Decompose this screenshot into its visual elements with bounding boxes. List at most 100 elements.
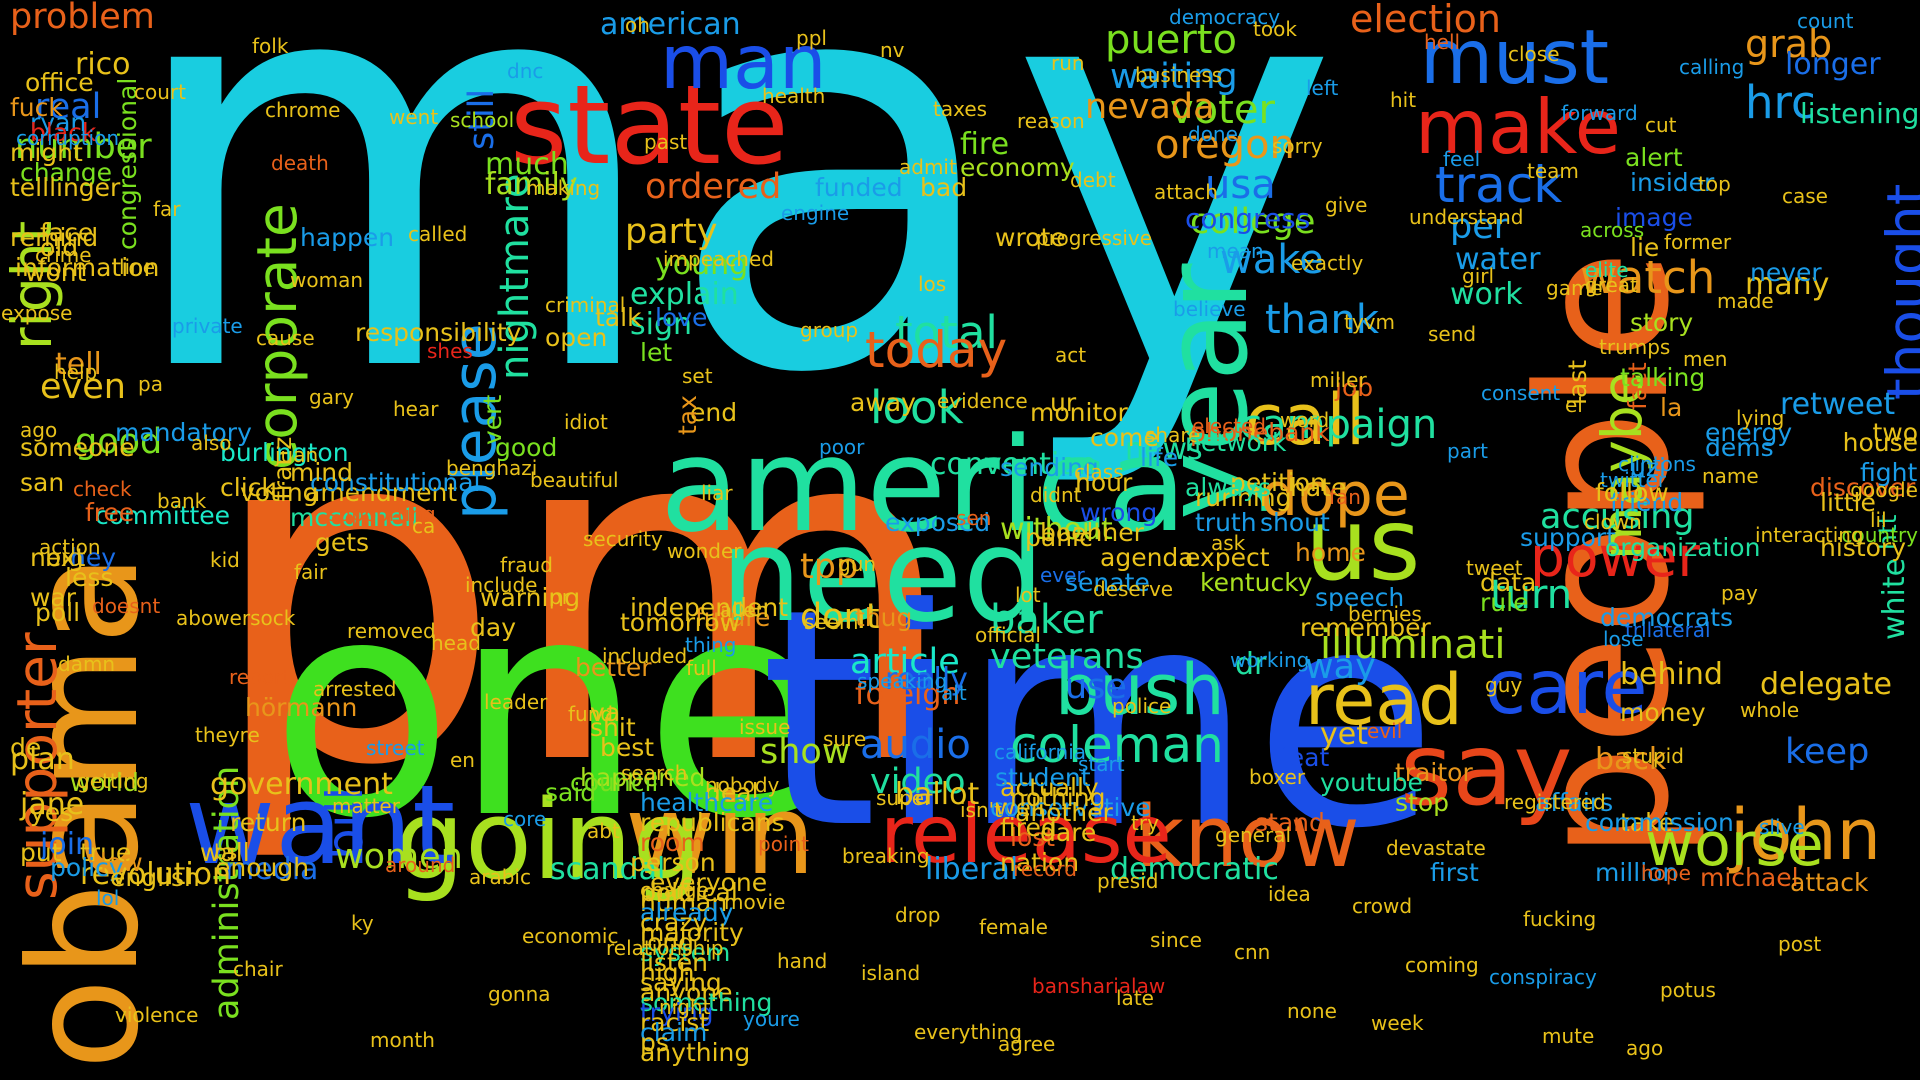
word-care: care <box>1485 643 1648 731</box>
word-problem: problem <box>10 0 155 37</box>
word-scandal: scandal <box>550 852 666 887</box>
word-rule: rule <box>1480 588 1529 617</box>
word-word: word <box>1280 408 1330 432</box>
word-youtube: youtube <box>1320 768 1423 797</box>
word-charge: charge <box>640 878 709 902</box>
word-reason: reason <box>1017 109 1085 133</box>
word-release: release <box>880 788 1172 881</box>
word-crazy: crazy <box>640 908 708 937</box>
word-high: high <box>640 958 695 987</box>
word-council: council <box>570 768 659 797</box>
word-ago: ago <box>20 418 58 442</box>
word-fire: fire <box>960 127 1010 162</box>
word-listening: listening <box>1800 97 1920 130</box>
word-remember: remember <box>1300 613 1431 642</box>
word-support: support <box>1520 523 1616 552</box>
word-forward: forward <box>1561 101 1638 125</box>
word-pr: pr <box>549 585 570 609</box>
word-congress: congress <box>1185 202 1311 235</box>
word-benghazi: benghazi <box>446 456 538 480</box>
word-panic: panic <box>1025 523 1093 552</box>
word-take: take <box>1620 808 1675 837</box>
word-expose: expose <box>1 301 73 325</box>
word-evil: evil <box>1367 719 1403 743</box>
word-tell: tell <box>55 347 102 382</box>
word-included: included <box>602 644 688 668</box>
word-calling: calling <box>1679 55 1745 79</box>
word-mind: mind <box>290 458 354 487</box>
word-lil: lil <box>1870 508 1887 532</box>
word-keep: keep <box>1785 732 1870 772</box>
word-open: open <box>545 323 608 352</box>
word-folk: folk <box>252 34 289 58</box>
word-nightmare: nightmare <box>492 173 538 380</box>
word-chair: chair <box>233 957 283 981</box>
word-breaking: breaking <box>842 844 930 868</box>
word-use: use <box>1065 667 1127 707</box>
word-help: help <box>54 360 98 384</box>
word-attach: attach <box>1154 180 1218 204</box>
word-also: also <box>191 431 232 455</box>
word-island: island <box>861 961 921 985</box>
word-win: win <box>625 771 816 899</box>
word-impeached: impeached <box>663 247 774 271</box>
word-drop: drop <box>895 903 941 927</box>
word-dope: dope <box>1260 460 1410 530</box>
word-commission: commission <box>1585 808 1734 837</box>
word-english: english <box>110 863 200 892</box>
word-wont: wont <box>25 258 87 287</box>
word-energy: energy <box>1705 418 1793 447</box>
word-accusing: accusing <box>1540 497 1695 537</box>
word-miller: miller <box>1310 368 1367 392</box>
word-white: white <box>1877 557 1912 640</box>
word-everything: everything <box>914 1020 1022 1044</box>
word-la: la <box>1660 393 1683 422</box>
word-presid: presid <box>1097 869 1159 893</box>
word-cut: cut <box>1645 113 1677 137</box>
word-thought: thought <box>1875 183 1920 400</box>
word-dems: dems <box>1705 433 1774 462</box>
word-happen: happen <box>300 223 395 252</box>
word-juan: juan <box>275 443 319 467</box>
word-million: million <box>1595 858 1679 887</box>
word-mean: mean <box>1207 239 1264 263</box>
word-listen: listen <box>640 948 708 977</box>
word-talk: talk <box>595 303 642 332</box>
word-college: college <box>1190 202 1316 242</box>
word-deal: deal <box>705 778 759 807</box>
word-nation: nation <box>1000 848 1080 877</box>
word-part: part <box>1447 439 1489 463</box>
word-close: close <box>1508 42 1560 66</box>
word-california: california <box>994 740 1087 764</box>
word-many: many <box>1745 267 1830 302</box>
word-system: system <box>640 938 731 967</box>
word-free: free <box>85 498 135 527</box>
word-hope: hope <box>1641 861 1691 885</box>
word-war: war <box>30 583 77 612</box>
word-ur: ur <box>1050 388 1077 417</box>
word-explain: explain <box>630 277 739 312</box>
word-arrested: arrested <box>313 677 397 701</box>
word-bs: bs <box>214 840 238 864</box>
word-wake: wake <box>1220 237 1324 283</box>
word-working: working <box>1230 648 1310 672</box>
word-taxes: taxes <box>933 97 988 121</box>
word-friend: friend <box>1610 488 1684 517</box>
word-oh: oh <box>625 13 650 37</box>
word-went: went <box>389 105 439 129</box>
word-exactly: exactly <box>1291 251 1364 275</box>
word-never: never <box>1750 258 1822 287</box>
word-movie: movie <box>724 890 786 914</box>
word-look: look <box>870 381 964 434</box>
word-trying: trying <box>640 998 714 1027</box>
word-need: need <box>720 499 1045 651</box>
word-interacting: interacting <box>1755 523 1864 547</box>
word-water: water <box>1455 242 1541 277</box>
word-room: room <box>640 828 705 857</box>
word-none: none <box>1287 999 1337 1023</box>
word-revolution: revolution <box>80 857 232 892</box>
word-hear: hear <box>393 397 439 421</box>
word-want: want <box>185 761 456 889</box>
word-everyone: everyone <box>650 868 768 897</box>
word-head: head <box>431 631 481 655</box>
